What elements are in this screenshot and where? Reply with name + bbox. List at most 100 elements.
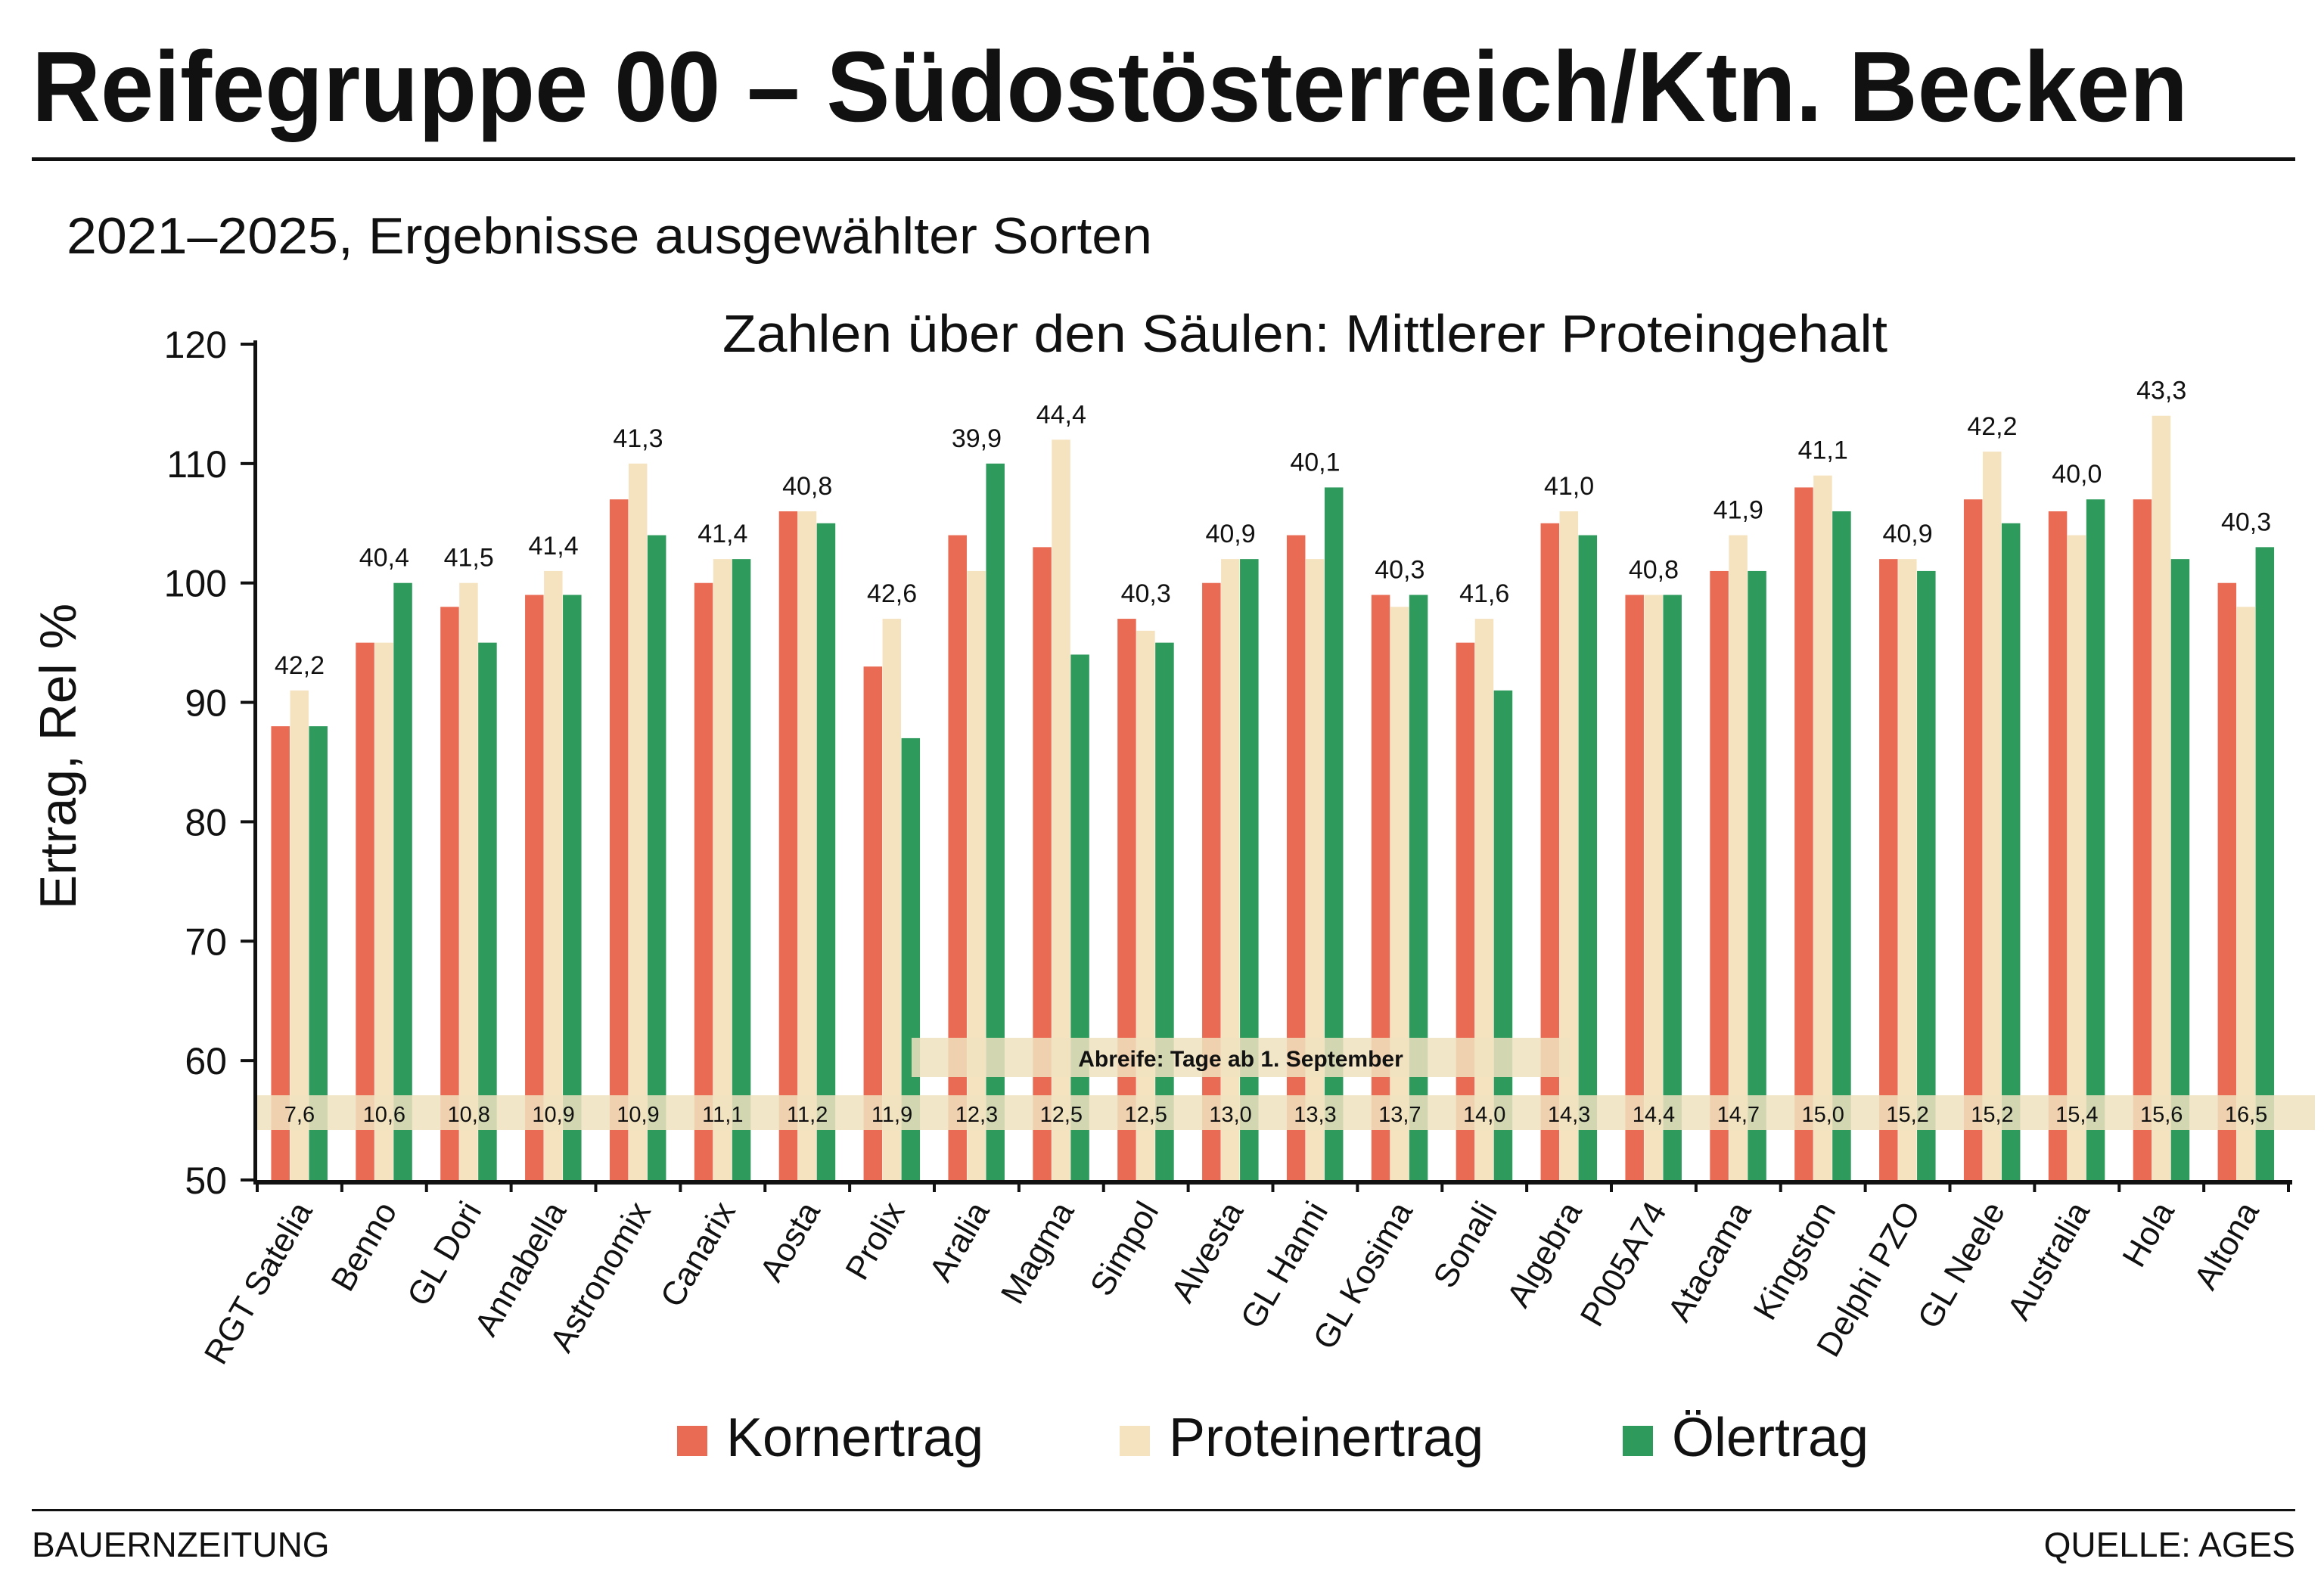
bar-proteinertrag: [1644, 595, 1663, 1180]
bar-kornertrag: [2217, 582, 2237, 1180]
bar-ölertrag: [563, 595, 582, 1180]
bar-ölertrag: [393, 582, 412, 1180]
maturity-day-label: 14,3: [1548, 1103, 1590, 1127]
bar-kornertrag: [1456, 642, 1475, 1180]
x-tick: [763, 1180, 767, 1192]
bar-kornertrag: [1710, 570, 1729, 1180]
y-tick: [241, 461, 254, 465]
bar-kornertrag: [948, 535, 967, 1180]
legend-label: Ölertrag: [1672, 1408, 1869, 1468]
x-tick-label: Hola: [2115, 1195, 2182, 1273]
maturity-day-label: 11,9: [872, 1103, 912, 1127]
x-tick: [1440, 1180, 1444, 1192]
protein-content-label: 41,3: [613, 424, 663, 453]
legend-swatch-proteinertrag: [1120, 1426, 1150, 1456]
maturity-day-label: 15,2: [1971, 1103, 2013, 1127]
bar-kornertrag: [1540, 523, 1560, 1180]
x-tick: [424, 1180, 428, 1192]
bar-proteinertrag: [1898, 559, 1917, 1180]
protein-content-label: 40,8: [782, 472, 832, 501]
maturity-day-label: 15,2: [1886, 1103, 1928, 1127]
bar-ölertrag: [2170, 559, 2190, 1180]
y-tick-label: 80: [185, 801, 227, 843]
bar-kornertrag: [1963, 499, 1983, 1180]
maturity-day-label: 14,7: [1717, 1103, 1760, 1127]
x-tick-label: RGT Satelia: [197, 1195, 320, 1371]
legend-label: Kornertrag: [726, 1408, 983, 1468]
maturity-day-label: 12,5: [1040, 1103, 1083, 1127]
x-tick: [1356, 1180, 1359, 1192]
y-tick: [241, 1178, 254, 1181]
maturity-band: [257, 1095, 2315, 1130]
bar-proteinertrag: [1559, 511, 1579, 1180]
x-tick: [1101, 1180, 1105, 1192]
y-axis: [253, 340, 257, 1184]
protein-content-label: 39,9: [952, 424, 1002, 453]
bar-proteinertrag: [2067, 535, 2086, 1180]
bar-proteinertrag: [1982, 452, 2002, 1180]
bar-proteinertrag: [797, 511, 817, 1180]
protein-content-label: 42,2: [1967, 412, 2017, 441]
bar-ölertrag: [1748, 570, 1766, 1180]
y-tick-label: 50: [185, 1160, 227, 1202]
protein-content-label: 40,1: [1290, 448, 1340, 477]
maturity-label: Abreife: Tage ab 1. September: [1078, 1047, 1403, 1072]
x-tick: [1017, 1180, 1021, 1192]
x-tick-label: Kingston: [1746, 1196, 1843, 1327]
x-tick-label: Altona: [2187, 1195, 2267, 1296]
bar-kornertrag: [694, 582, 713, 1180]
bar-kornertrag: [1625, 595, 1644, 1180]
x-tick: [2117, 1180, 2121, 1192]
bar-kornertrag: [2048, 511, 2068, 1180]
bar-ölertrag: [1832, 511, 1851, 1180]
bar-kornertrag: [525, 595, 544, 1180]
bar-ölertrag: [1663, 595, 1682, 1180]
x-tick-label: Prolix: [838, 1196, 912, 1287]
bar-kornertrag: [356, 642, 374, 1180]
bar-kornertrag: [1794, 487, 1813, 1180]
maturity-day-label: 13,7: [1378, 1103, 1421, 1127]
y-tick-label: 120: [164, 324, 227, 366]
footer-source-right: QUELLE: AGES: [2044, 1525, 2295, 1564]
x-tick-label: Australia: [2000, 1195, 2097, 1326]
bar-ölertrag: [1409, 595, 1428, 1180]
chart-annotation: Zahlen über den Säulen: Mittlerer Protei…: [722, 304, 1887, 363]
y-tick: [241, 343, 254, 346]
maturity-day-label: 10,9: [532, 1103, 574, 1127]
bar-proteinertrag: [967, 570, 986, 1180]
x-tick: [1525, 1180, 1529, 1192]
x-tick: [679, 1180, 682, 1192]
legend-label: Proteinertrag: [1169, 1408, 1484, 1468]
protein-content-label: 43,3: [2136, 377, 2186, 405]
protein-content-label: 44,4: [1036, 400, 1086, 429]
protein-content-label: 40,4: [359, 544, 409, 573]
x-tick: [2287, 1180, 2290, 1192]
bar-proteinertrag: [1813, 475, 1832, 1180]
plot-area: 42,2 RGT Satelia 40,4 Benno 41,5 GL Dori 41,4 A…: [164, 324, 2315, 1371]
maturity-day-label: 10,6: [363, 1103, 405, 1127]
bar-kornertrag: [609, 499, 629, 1180]
bar-proteinertrag: [2236, 607, 2256, 1180]
y-tick-label: 110: [166, 443, 227, 486]
x-tick: [1271, 1180, 1275, 1192]
maturity-day-label: 16,5: [2225, 1103, 2267, 1127]
x-tick-label: P005A74: [1574, 1196, 1674, 1333]
x-tick: [594, 1180, 598, 1192]
bar-kornertrag: [1202, 582, 1221, 1180]
bar-proteinertrag: [1305, 559, 1325, 1180]
x-tick-label: Simpol: [1083, 1196, 1167, 1303]
bar-ölertrag: [1240, 559, 1259, 1180]
bar-kornertrag: [778, 511, 798, 1180]
protein-content-label: 40,3: [2221, 508, 2271, 536]
bar-kornertrag: [1371, 595, 1390, 1180]
x-tick: [256, 1180, 259, 1192]
x-tick: [340, 1180, 343, 1192]
maturity-day-label: 14,4: [1633, 1103, 1675, 1127]
y-tick-label: 70: [185, 921, 227, 963]
bar-kornertrag: [2133, 499, 2152, 1180]
bar-proteinertrag: [1729, 535, 1748, 1180]
x-tick-label: Canarix: [654, 1196, 743, 1314]
protein-content-label: 40,0: [2052, 460, 2102, 489]
x-tick: [509, 1180, 513, 1192]
